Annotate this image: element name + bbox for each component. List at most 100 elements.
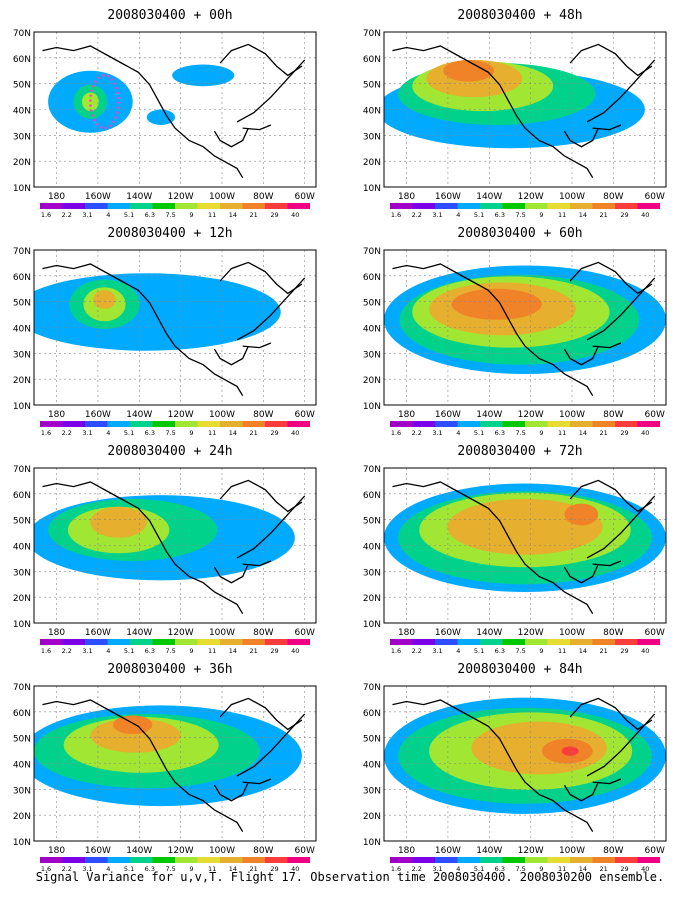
- colorbar-label: 4: [456, 211, 460, 219]
- longitude-label: 60W: [645, 410, 665, 420]
- coastline: [575, 161, 594, 179]
- colorbar-label: 3.1: [82, 211, 92, 219]
- panel-title: 2008030400 + 72h: [457, 444, 583, 459]
- colorbar-label: 3.1: [432, 865, 442, 873]
- colorbar-label: 1.6: [41, 865, 51, 873]
- coastline: [563, 345, 599, 366]
- panel-title: 2008030400 + 84h: [457, 662, 583, 677]
- colorbar-label: 29: [270, 211, 278, 219]
- latitude-label: 20N: [13, 376, 31, 386]
- longitude-label: 180: [398, 846, 415, 856]
- latitude-label: 10N: [13, 402, 31, 412]
- longitude-label: 120W: [168, 192, 194, 202]
- colorbar-label: 4: [106, 429, 110, 437]
- longitude-label: 100W: [209, 192, 235, 202]
- latitude-label: 70N: [13, 465, 31, 475]
- coastline: [242, 778, 272, 785]
- latitude-label: 30N: [13, 132, 31, 142]
- colorbar-swatch: [592, 421, 615, 427]
- colorbar-swatch: [435, 857, 458, 863]
- longitude-label: 160W: [85, 410, 111, 420]
- colorbar-label: 29: [620, 647, 628, 655]
- longitude-label: 120W: [518, 846, 544, 856]
- colorbar-swatch: [502, 421, 525, 427]
- colorbar-swatch: [637, 857, 660, 863]
- colorbar-swatch: [570, 857, 593, 863]
- coastline: [575, 379, 594, 397]
- latitude-label: 30N: [13, 786, 31, 796]
- longitude-label: 140W: [126, 846, 152, 856]
- panel-title: 2008030400 + 60h: [457, 226, 583, 241]
- colorbar-label: 40: [291, 647, 299, 655]
- colorbar-label: 9: [189, 211, 193, 219]
- colorbar-label: 29: [270, 429, 278, 437]
- colorbar-label: 4: [456, 429, 460, 437]
- panel-title: 2008030400 + 24h: [107, 444, 233, 459]
- colorbar-swatch: [197, 203, 220, 209]
- latitude-label: 10N: [363, 838, 381, 848]
- variance-contour-fill: [34, 273, 281, 351]
- longitude-label: 60W: [645, 628, 665, 638]
- colorbar-swatch: [107, 203, 130, 209]
- colorbar-swatch: [175, 857, 198, 863]
- colorbar-label: 21: [250, 429, 258, 437]
- colorbar-swatch: [480, 421, 503, 427]
- colorbar-swatch: [390, 421, 413, 427]
- longitude-label: 160W: [435, 192, 461, 202]
- coastline: [592, 124, 622, 131]
- variance-contour-fill: [451, 288, 542, 320]
- colorbar-swatch: [637, 203, 660, 209]
- colorbar-swatch: [287, 857, 310, 863]
- colorbar-label: 7.5: [165, 865, 175, 873]
- colorbar-label: 6.3: [145, 647, 155, 655]
- longitude-label: 160W: [435, 628, 461, 638]
- colorbar-label: 7.5: [515, 211, 525, 219]
- colorbar-swatch: [40, 639, 63, 645]
- map-plot: 70N 60N 50N 40N 30N 20N 10N 180 160W 140W 120W 100W…: [363, 29, 667, 219]
- colorbar-label: 29: [620, 211, 628, 219]
- longitude-label: 80W: [253, 846, 273, 856]
- colorbar-label: 1.6: [391, 865, 401, 873]
- colorbar-label: 1.6: [41, 429, 51, 437]
- colorbar-label: 3.1: [432, 647, 442, 655]
- colorbar-swatch: [265, 203, 288, 209]
- colorbar-label: 9: [189, 647, 193, 655]
- colorbar-swatch: [242, 421, 265, 427]
- variance-contour-fill: [564, 503, 599, 526]
- latitude-label: 60N: [363, 709, 381, 719]
- longitude-label: 60W: [295, 192, 315, 202]
- colorbar-label: 1.6: [391, 429, 401, 437]
- longitude-label: 140W: [476, 192, 502, 202]
- colorbar-swatch: [592, 639, 615, 645]
- colorbar-swatch: [547, 421, 570, 427]
- longitude-label: 120W: [518, 628, 544, 638]
- colorbar-swatch: [390, 203, 413, 209]
- colorbar-label: 3.1: [82, 647, 92, 655]
- longitude-label: 120W: [168, 628, 194, 638]
- coastline: [213, 345, 249, 366]
- colorbar-label: 29: [620, 865, 628, 873]
- map-panel: 2008030400 + 48h 70N 60N 50N 40N 30N 20N 10N 180…: [350, 8, 690, 228]
- colorbar-swatch: [547, 203, 570, 209]
- colorbar-label: 9: [539, 429, 543, 437]
- colorbar-swatch: [502, 639, 525, 645]
- colorbar-swatch: [570, 421, 593, 427]
- longitude-label: 160W: [85, 846, 111, 856]
- longitude-label: 60W: [645, 192, 665, 202]
- colorbar-label: 6.3: [145, 211, 155, 219]
- longitude-label: 60W: [645, 846, 665, 856]
- colorbar-swatch: [175, 203, 198, 209]
- colorbar-swatch: [220, 203, 243, 209]
- colorbar-swatch: [85, 857, 108, 863]
- colorbar-swatch: [525, 203, 548, 209]
- colorbar-label: 11: [558, 865, 566, 873]
- colorbar-label: 3.1: [82, 429, 92, 437]
- coastline: [392, 699, 577, 817]
- latitude-label: 10N: [363, 184, 381, 194]
- longitude-label: 100W: [209, 410, 235, 420]
- colorbar-swatch: [525, 639, 548, 645]
- colorbar-label: 40: [641, 647, 649, 655]
- longitude-label: 80W: [603, 410, 623, 420]
- longitude-label: 160W: [85, 628, 111, 638]
- coastline: [392, 263, 577, 381]
